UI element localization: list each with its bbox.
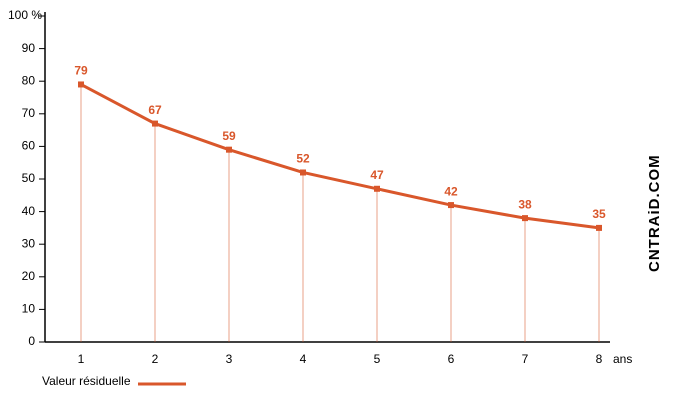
value-label: 79 — [74, 64, 88, 78]
point — [596, 224, 602, 231]
y-tick-label: 40 — [22, 204, 36, 218]
point — [78, 81, 84, 88]
x-unit: ans — [613, 352, 632, 366]
point — [522, 215, 528, 222]
value-label: 35 — [592, 207, 606, 221]
x-tick-label: 3 — [226, 352, 233, 366]
y-tick-label: 20 — [22, 269, 36, 283]
y-tick-label: 70 — [22, 106, 36, 120]
y-tick-label: 30 — [22, 236, 36, 250]
value-label: 52 — [296, 152, 310, 166]
y-tick-label: 90 — [22, 41, 36, 55]
point — [374, 185, 380, 192]
x-tick-label: 4 — [300, 352, 307, 366]
y-tick-label: 10 — [22, 302, 36, 316]
point — [300, 169, 306, 176]
y-tick-label: 80 — [22, 73, 36, 87]
x-tick-label: 6 — [448, 352, 455, 366]
x-tick-label: 1 — [78, 352, 85, 366]
x-tick-label: 8 — [596, 352, 603, 366]
value-label: 38 — [518, 197, 532, 211]
point — [448, 202, 454, 209]
y-tick-label: 100 % — [8, 8, 42, 22]
x-tick-label: 2 — [152, 352, 159, 366]
legend-label: Valeur résiduelle — [42, 374, 131, 388]
value-label: 67 — [148, 103, 162, 117]
y-tick-label: 0 — [28, 334, 35, 348]
x-tick-label: 5 — [374, 352, 381, 366]
x-tick-label: 7 — [522, 352, 529, 366]
value-label: 59 — [222, 129, 236, 143]
watermark: CNTRAiD.COM — [646, 154, 663, 272]
series-line — [80, 83, 600, 230]
point — [152, 120, 158, 127]
y-tick-label: 60 — [22, 139, 36, 153]
value-label: 42 — [444, 184, 458, 198]
y-tick-label: 50 — [22, 171, 36, 185]
point — [226, 146, 232, 153]
value-label: 47 — [370, 168, 384, 182]
